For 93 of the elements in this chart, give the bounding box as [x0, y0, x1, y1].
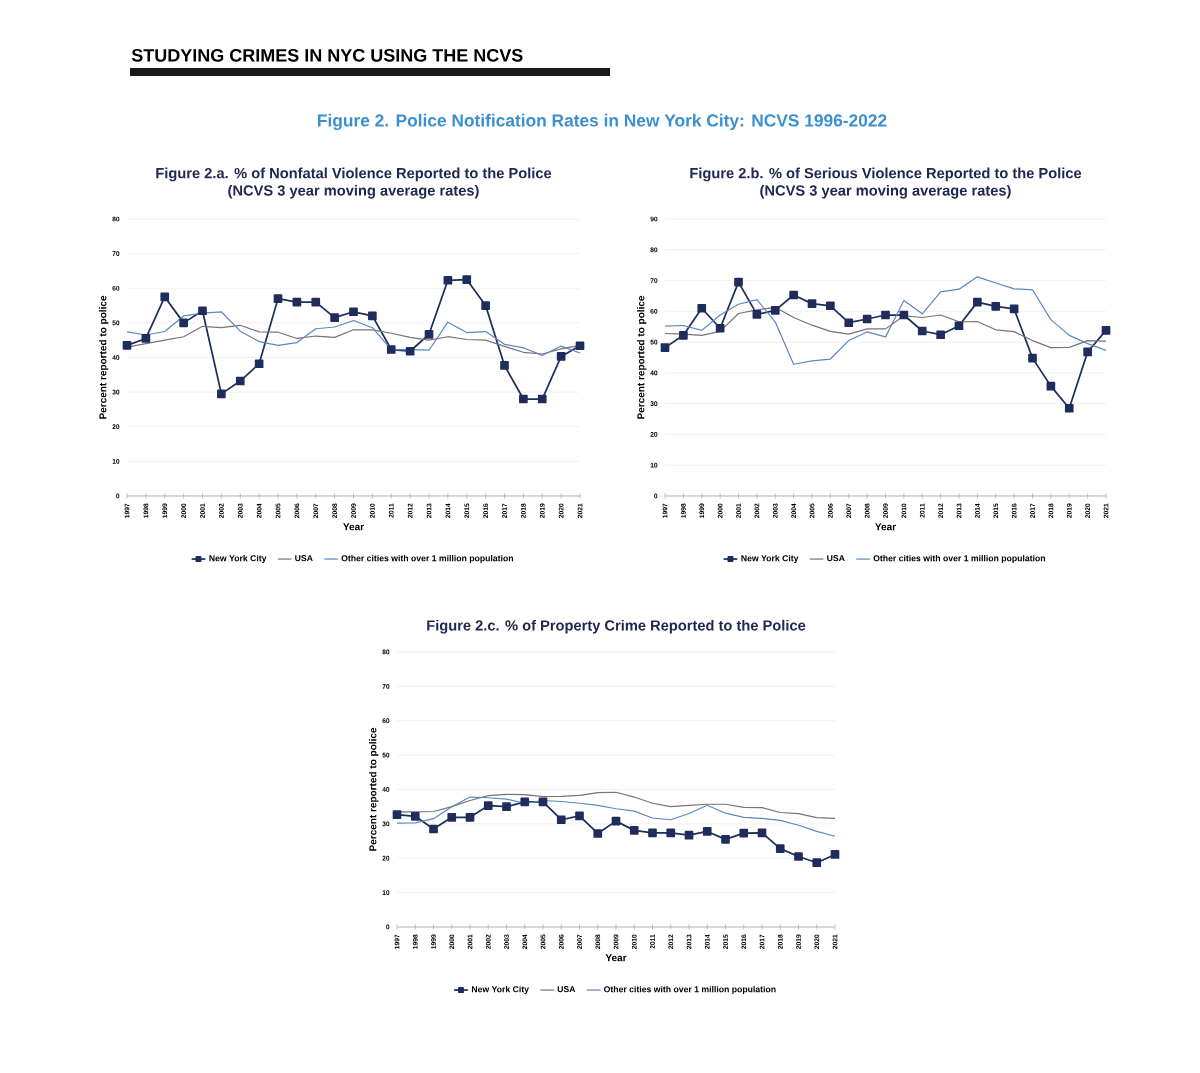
y-axis-title: Percent reported to police — [637, 295, 647, 419]
point — [575, 811, 584, 821]
point — [330, 313, 339, 323]
point — [537, 394, 547, 404]
point — [483, 801, 493, 810]
text: STUDYING CRIMES IN NYC USING THE NCVS — [131, 48, 523, 62]
point — [273, 294, 283, 303]
point — [593, 829, 603, 838]
point — [502, 802, 511, 812]
point — [715, 323, 725, 333]
point — [349, 307, 358, 317]
point — [954, 321, 964, 331]
point — [462, 275, 472, 284]
line-series — [396, 796, 836, 837]
legend-label: New York City — [209, 554, 267, 563]
legend-label: USA — [557, 986, 576, 993]
point — [141, 334, 151, 343]
y-axis-title: Percent reported to police — [369, 727, 379, 851]
point — [789, 290, 798, 300]
y-axis-title: Percent reported to police — [99, 295, 109, 419]
point — [734, 277, 743, 287]
point — [519, 394, 528, 404]
point — [807, 299, 817, 308]
point — [556, 815, 566, 825]
point — [830, 850, 840, 859]
point — [1028, 353, 1037, 363]
point — [556, 352, 566, 361]
point — [629, 826, 639, 835]
point — [429, 824, 438, 834]
legend-label: Other cities with over 1 million population — [873, 554, 1046, 563]
point — [881, 310, 890, 320]
point — [410, 811, 420, 821]
point — [368, 311, 377, 321]
chart-subtitle: (NCVS 3 year moving average rates) — [760, 184, 1011, 199]
point — [311, 297, 321, 307]
point — [684, 830, 694, 840]
legend-label: New York City — [471, 985, 529, 994]
point — [447, 812, 457, 822]
point — [752, 310, 762, 319]
point — [812, 858, 822, 868]
point — [757, 828, 767, 838]
point — [844, 318, 854, 328]
chart-subtitle: (NCVS 3 year moving average rates) — [228, 184, 479, 199]
point — [660, 343, 670, 352]
point — [235, 376, 245, 386]
point — [122, 341, 132, 350]
text: Figure 2. Police Notification Rates in New York City: NCVS 1996-2022 — [318, 113, 887, 131]
point — [1064, 403, 1074, 413]
x-axis-title: Year — [605, 954, 627, 962]
point — [179, 318, 188, 328]
legend-label: New York City — [741, 554, 799, 563]
point — [198, 306, 207, 316]
chart-title: Figure 2.b. % of Serious Violence Reported to the Police — [690, 167, 1082, 182]
chart-title: Figure 2.c. % of Property Crime Reported to the Police — [427, 619, 806, 634]
point — [1083, 347, 1092, 357]
point — [973, 297, 982, 307]
point — [991, 302, 1001, 311]
point — [648, 828, 657, 838]
legend-label: Other cities with over 1 million population — [341, 554, 514, 563]
point — [775, 844, 785, 853]
point — [254, 359, 264, 369]
point — [770, 306, 780, 315]
point — [443, 275, 453, 285]
point — [697, 303, 707, 313]
legend-label: USA — [827, 555, 845, 562]
point — [702, 827, 712, 836]
point — [917, 326, 927, 336]
legend-label: Other cities with over 1 million population — [604, 985, 776, 994]
point — [721, 834, 730, 844]
point — [405, 346, 415, 356]
point — [481, 301, 490, 310]
point — [575, 341, 585, 351]
point — [217, 389, 226, 399]
point — [386, 345, 396, 354]
point — [794, 852, 803, 861]
legend-label: USA — [295, 555, 313, 562]
line-series — [664, 306, 1107, 349]
point — [520, 797, 530, 807]
point — [936, 330, 945, 340]
x-axis-title: Year — [343, 523, 364, 531]
line-series — [664, 276, 1107, 365]
point — [424, 329, 434, 339]
point — [465, 812, 475, 822]
point — [160, 292, 170, 302]
point — [1101, 326, 1111, 335]
x-axis-title: Year — [875, 523, 896, 531]
chart-title: Figure 2.a. % of Nonfatal Violence Reported to the Police — [156, 167, 552, 182]
point — [679, 331, 688, 340]
point — [666, 828, 676, 838]
point — [392, 810, 402, 819]
point — [826, 301, 835, 311]
point — [739, 828, 749, 838]
point — [500, 361, 509, 370]
